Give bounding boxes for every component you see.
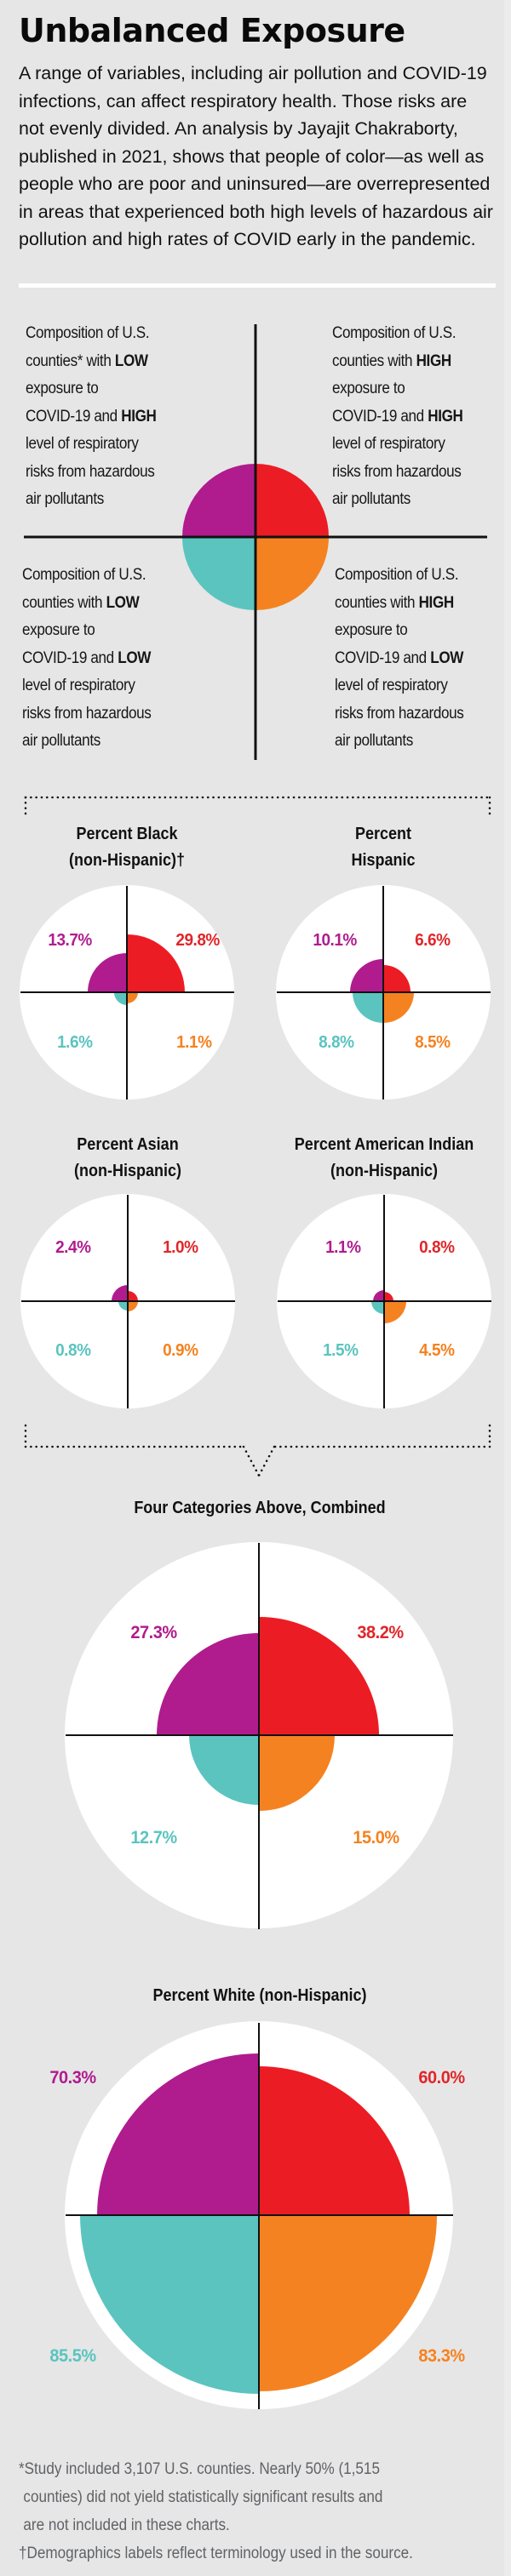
label-combined-high-low: 15.0% [353,1828,399,1848]
page-edge [504,0,511,2576]
legend-diagram [24,324,487,760]
legend-wedge-low-high [182,464,256,537]
footnote-dagger: †Demographics labels reflect terminology… [19,2545,413,2562]
label-hispanic-low-low: 8.8% [319,1033,354,1052]
label-combined-low-low: 12.7% [130,1828,177,1848]
chart-title-white: Percent White (non-Hispanic) [152,1986,367,2005]
chart-asian [20,1194,235,1408]
intro-paragraph: A range of variables, including air poll… [19,63,493,249]
footnote-star-line3: are not included in these charts. [23,2516,230,2534]
label-ai-low-high: 1.1% [325,1238,361,1257]
footnote-star-line1: *Study included 3,107 U.S. counties. Nea… [19,2460,380,2478]
label-white-high-low: 83.3% [418,2346,465,2366]
legend-wedge-low-low [182,537,256,610]
footnotes: *Study included 3,107 U.S. counties. Nea… [19,2455,494,2567]
label-asian-high-low: 1.0% [163,1238,198,1257]
label-hispanic-low-high: 10.1% [313,931,357,950]
chart-american-indian [277,1194,491,1408]
chart-title-combined: Four Categories Above, Combined [134,1499,386,1517]
label-black-high-low: 1.1% [176,1033,212,1052]
label-hispanic-high-high: 6.6% [415,931,451,950]
label-ai-high-high: 0.8% [419,1238,455,1257]
label-ai-high-low: 4.5% [419,1341,455,1360]
chart-title-american-indian: Percent American Indian (non-Hispanic) [294,1135,474,1180]
chart-combined [65,1542,453,1929]
chart-hispanic [276,885,491,1100]
label-black-high-high: 29.8% [175,931,220,950]
chart-title-black: Percent Black (non-Hispanic)† [68,825,186,870]
label-white-low-low: 85.5% [49,2346,96,2366]
label-asian-high-low: 0.9% [163,1341,198,1360]
legend-bottom-left: Composition of U.S. counties with LOW ex… [22,566,152,750]
page-title: Unbalanced Exposure [19,12,405,49]
label-white-high-high: 60.0% [418,2068,465,2088]
legend-top-left: Composition of U.S. counties* with LOW e… [26,324,157,508]
legend-wedge-high-high [256,464,329,537]
label-white-low-high: 70.3% [49,2068,96,2088]
dotted-bracket-bottom [24,1424,491,1477]
label-asian-low-low: 0.8% [55,1341,91,1360]
chart-title-asian: Percent Asian (non-Hispanic) [74,1135,181,1180]
label-ai-low-low: 1.5% [323,1341,359,1360]
legend-bottom-right: Composition of U.S. counties with HIGH e… [335,566,464,750]
label-black-low-low: 1.6% [57,1033,93,1052]
chart-black [20,885,234,1100]
label-black-low-high: 13.7% [48,931,92,950]
label-combined-high-high: 38.2% [357,1623,404,1642]
legend-top-right: Composition of U.S. counties with HIGH e… [332,324,463,508]
dotted-bracket-top [24,796,491,818]
label-hispanic-high-low: 8.5% [415,1033,451,1052]
footnote-star-line2: counties) did not yield statistically si… [23,2488,383,2506]
label-asian-low-high: 2.4% [55,1238,91,1257]
chart-title-hispanic: Percent Hispanic [351,825,416,870]
label-combined-low-high: 27.3% [130,1623,177,1642]
divider [19,283,496,288]
chart-white [65,2021,453,2409]
legend-wedge-high-low [256,537,329,610]
